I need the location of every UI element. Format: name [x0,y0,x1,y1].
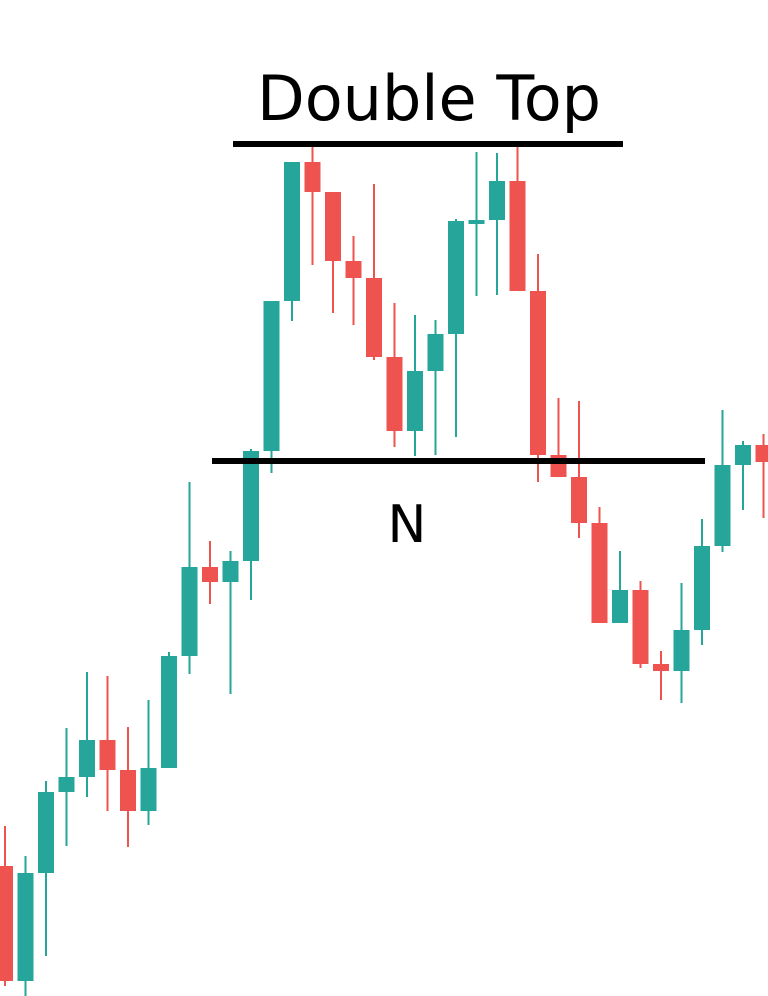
candle-body-up [427,334,444,371]
candle-body-up [161,656,177,768]
candle-body-up [714,465,731,546]
candle-body-down [99,740,116,770]
candle-body-up [263,301,280,451]
candle-body-down [755,445,768,462]
candle-body-up [673,630,690,671]
candle-body-down [0,866,13,981]
candle-body-down [366,278,382,357]
candle-body-down [530,291,546,455]
candle-body-down [202,567,218,582]
candle-body-up [694,546,710,630]
neckline-label: N [388,495,427,555]
candle-body-up [181,567,198,656]
candle-body-up [612,590,628,623]
candle-body-up [38,792,54,873]
candle-body-down [386,357,403,431]
candle-body-down [304,162,321,192]
candle-body-up [17,873,34,981]
candle-body-up [735,445,751,465]
candle-body-up [489,181,505,220]
candle-body-up [468,220,485,224]
candle-body-up [284,162,300,301]
candle-body-down [653,664,669,671]
candle-body-down [120,770,136,811]
candles-group [0,144,768,996]
candle-body-up [243,451,259,561]
candle-body-down [632,590,649,664]
candle-body-up [140,768,157,811]
candle-body-up [79,740,95,777]
double-top-label: Double Top [257,62,601,135]
candle-body-down [325,192,341,261]
candle-body-up [407,371,423,431]
candle-body-down [345,261,362,278]
candle-body-down [571,477,587,523]
candle-body-up [58,777,75,792]
candle-body-down [591,523,608,623]
candle-body-up [448,221,464,334]
candle-body-up [222,561,239,582]
candle-body-down [509,181,526,291]
